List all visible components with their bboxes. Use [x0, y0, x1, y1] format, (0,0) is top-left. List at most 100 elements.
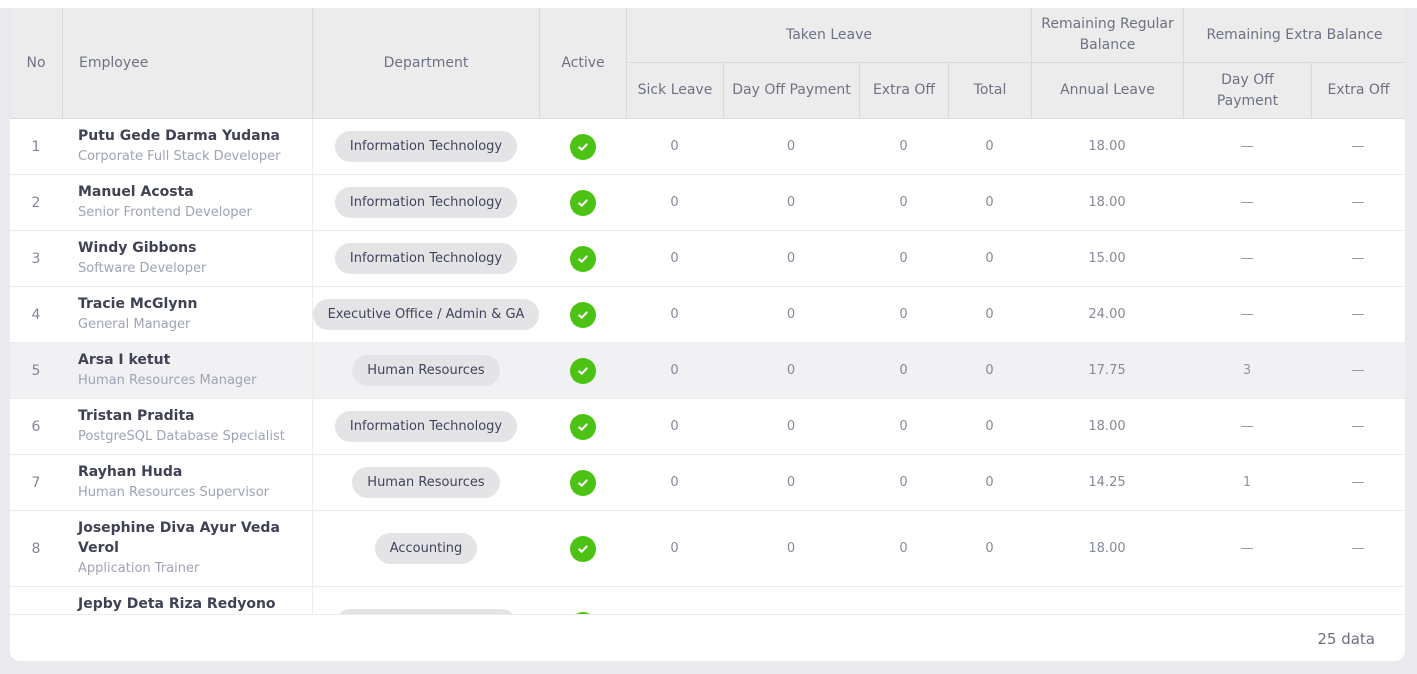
extra-extra-off-value: — — [1351, 475, 1365, 490]
department-chip: Human Resources — [352, 467, 500, 498]
total-value: 0 — [985, 251, 994, 266]
extra-off-value: 0 — [899, 139, 908, 154]
row-number: 1 — [31, 138, 41, 155]
extra-extra-off-value: — — [1351, 541, 1365, 556]
annual-leave-value: 18.00 — [1088, 419, 1126, 434]
annual-leave-value: 18.00 — [1088, 195, 1126, 210]
employee-job-title: Human Resources Supervisor — [78, 485, 270, 500]
table-row[interactable]: 7 Rayhan Huda Human Resources Supervisor… — [10, 455, 1405, 511]
department-cell: Human Resources — [312, 455, 539, 510]
employee-name: Arsa I ketut — [78, 352, 171, 368]
active-cell — [539, 413, 626, 440]
department-cell: Information Technology — [312, 231, 539, 286]
extra-extra-off-value: — — [1351, 419, 1365, 434]
table-body[interactable]: 1 Putu Gede Darma Yudana Corporate Full … — [10, 119, 1405, 614]
extra-off-value: 0 — [899, 419, 908, 434]
day-off-payment-value: 0 — [786, 307, 796, 322]
sick-leave-value: 0 — [670, 419, 679, 434]
table-footer: 25 data — [10, 614, 1405, 661]
active-cell — [539, 301, 626, 328]
extra-off-value: 0 — [899, 307, 908, 322]
employee-job-title: Application Trainer — [78, 561, 200, 576]
extra-day-off-payment-value: — — [1240, 139, 1254, 154]
department-cell: Information Technology — [312, 175, 539, 230]
sick-leave-value: 0 — [670, 195, 679, 210]
annual-leave-value: 15.00 — [1088, 251, 1126, 266]
row-number: 5 — [31, 362, 41, 379]
extra-extra-off-value: — — [1351, 139, 1365, 154]
department-chip: Information Technology — [334, 411, 518, 442]
extra-day-off-payment-value: — — [1240, 307, 1254, 322]
extra-extra-off-value: — — [1351, 251, 1365, 266]
extra-off-value: 0 — [899, 475, 908, 490]
employee-name: Tracie McGlynn — [78, 296, 198, 312]
extra-day-off-payment-value: — — [1240, 419, 1254, 434]
extra-day-off-payment-value: 3 — [1242, 363, 1252, 378]
table-row[interactable]: 1 Putu Gede Darma Yudana Corporate Full … — [10, 119, 1405, 175]
total-value: 0 — [985, 419, 994, 434]
annual-leave-value: 18.00 — [1088, 541, 1126, 556]
employee-cell: Windy Gibbons Software Developer — [62, 231, 312, 286]
table-row[interactable]: 2 Manuel Acosta Senior Frontend Develope… — [10, 175, 1405, 231]
active-check-circle-icon — [569, 413, 596, 440]
employee-cell: Tracie McGlynn General Manager — [62, 287, 312, 342]
group-header-remaining-extra-balance: Remaining Extra Balance — [1183, 8, 1405, 62]
department-chip: Information Technology — [334, 243, 518, 274]
employee-name: Manuel Acosta — [78, 184, 194, 200]
employee-job-title: PostgreSQL Database Specialist — [78, 429, 285, 444]
column-header-extra-extra-off: Extra Off — [1311, 62, 1405, 118]
group-header-taken-leave: Taken Leave — [626, 8, 1031, 62]
table-row[interactable]: 9 Jepby Deta Riza Redyono Application Im… — [10, 587, 1405, 614]
active-cell — [539, 189, 626, 216]
total-value: 0 — [985, 475, 994, 490]
employee-name: Rayhan Huda — [78, 464, 183, 480]
extra-day-off-payment-value: — — [1240, 251, 1254, 266]
column-header-active: Active — [539, 8, 626, 118]
table-row[interactable]: 3 Windy Gibbons Software Developer Infor… — [10, 231, 1405, 287]
employee-cell: Rayhan Huda Human Resources Supervisor — [62, 455, 312, 510]
row-number: 8 — [31, 540, 41, 557]
column-header-no: No — [26, 54, 46, 71]
table-row[interactable]: 8 Josephine Diva Ayur Veda Verol Applica… — [10, 511, 1405, 587]
column-header-day-off-payment: Day Off Payment — [723, 62, 859, 118]
column-header-total: Total — [948, 62, 1031, 118]
day-off-payment-value: 0 — [786, 419, 796, 434]
sick-leave-value: 0 — [670, 475, 679, 490]
row-number: 4 — [31, 306, 41, 323]
department-chip: Information Technology — [334, 131, 518, 162]
column-header-sick-leave: Sick Leave — [626, 62, 723, 118]
column-header-annual-leave: Annual Leave — [1031, 62, 1183, 118]
employee-cell: Jepby Deta Riza Redyono Application Impl… — [62, 587, 312, 614]
sick-leave-value: 0 — [670, 251, 679, 266]
active-check-circle-icon — [569, 189, 596, 216]
day-off-payment-value: 0 — [786, 363, 796, 378]
extra-extra-off-value: — — [1351, 307, 1365, 322]
active-cell — [539, 245, 626, 272]
extra-off-value: 0 — [899, 363, 908, 378]
employee-name: Josephine Diva Ayur Veda Verol — [78, 520, 280, 556]
day-off-payment-value: 0 — [786, 139, 796, 154]
table-row[interactable]: 6 Tristan Pradita PostgreSQL Database Sp… — [10, 399, 1405, 455]
leave-balance-table-card: No Employee Department Active Taken Leav… — [10, 8, 1405, 661]
employee-name: Putu Gede Darma Yudana — [78, 128, 280, 144]
sick-leave-value: 0 — [670, 307, 679, 322]
department-chip: Accounting — [374, 533, 478, 564]
employee-cell: Manuel Acosta Senior Frontend Developer — [62, 175, 312, 230]
employee-job-title: Senior Frontend Developer — [78, 205, 252, 220]
active-check-circle-icon — [569, 301, 596, 328]
employee-cell: Tristan Pradita PostgreSQL Database Spec… — [62, 399, 312, 454]
annual-leave-value: 14.25 — [1088, 475, 1126, 490]
employee-job-title: Corporate Full Stack Developer — [78, 149, 281, 164]
table-row[interactable]: 5 Arsa I ketut Human Resources Manager H… — [10, 343, 1405, 399]
annual-leave-value: 18.00 — [1088, 139, 1126, 154]
column-header-extra-off: Extra Off — [859, 62, 948, 118]
extra-extra-off-value: — — [1351, 363, 1365, 378]
annual-leave-value: 17.75 — [1088, 363, 1126, 378]
employee-cell: Putu Gede Darma Yudana Corporate Full St… — [62, 119, 312, 174]
sick-leave-value: 0 — [670, 541, 679, 556]
extra-off-value: 0 — [899, 195, 908, 210]
extra-day-off-payment-value: 1 — [1242, 475, 1252, 490]
data-count-label: 25 data — [1317, 629, 1375, 648]
day-off-payment-value: 0 — [786, 541, 796, 556]
table-row[interactable]: 4 Tracie McGlynn General Manager Executi… — [10, 287, 1405, 343]
